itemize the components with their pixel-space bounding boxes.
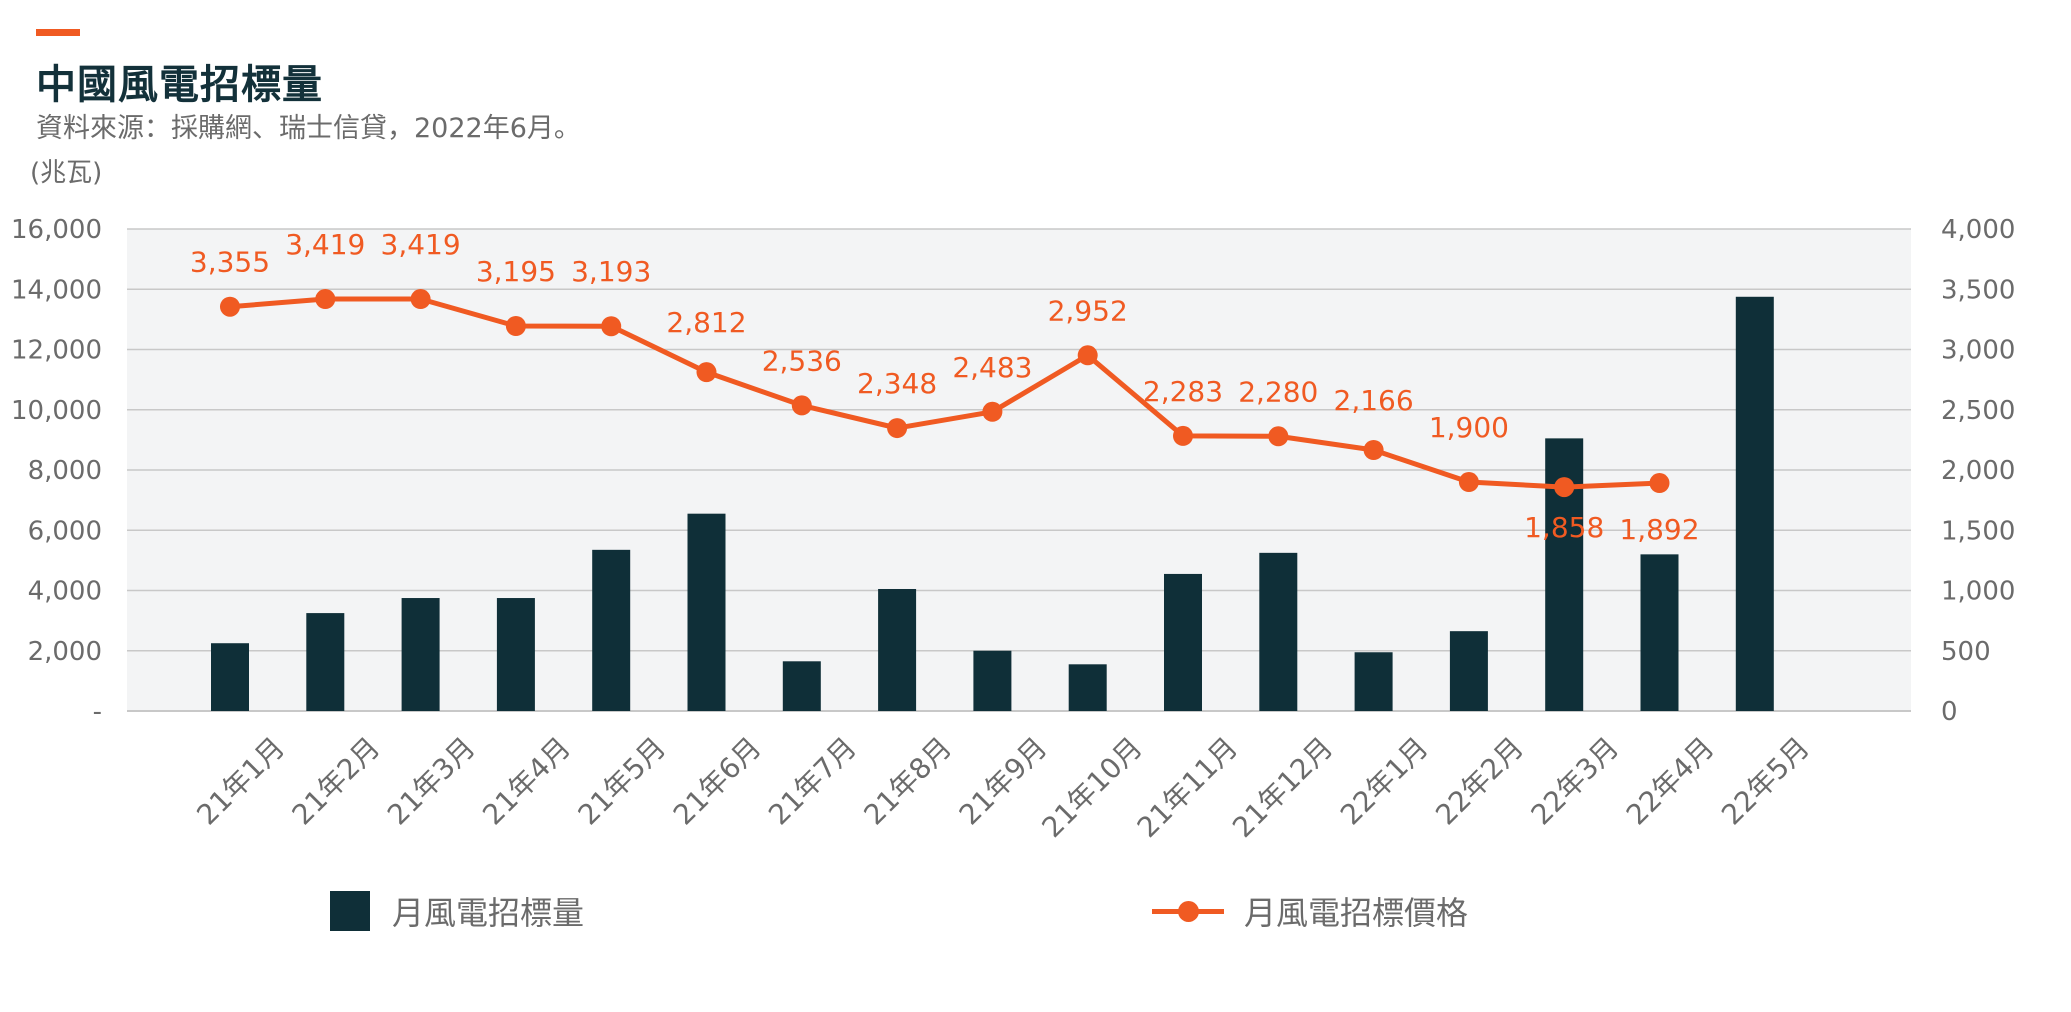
price-point (1077, 345, 1098, 366)
price-point (696, 362, 717, 383)
price-point (1458, 472, 1479, 493)
bar (782, 661, 821, 711)
left-axis-tick-label: - (93, 697, 102, 727)
price-point (791, 395, 812, 416)
bar (1164, 573, 1202, 711)
right-axis-tick-label: 2,000 (1941, 456, 2015, 486)
left-axis-tick-label: 8,000 (28, 456, 102, 486)
price-data-label: 2,812 (666, 306, 746, 339)
price-point (410, 289, 431, 310)
x-axis-tick-label: 22年5月 (1715, 731, 1816, 832)
bar (1068, 664, 1107, 711)
price-data-label: 3,419 (381, 228, 461, 261)
price-data-label: 2,283 (1143, 375, 1223, 408)
left-axis-tick-label: 14,000 (11, 275, 102, 305)
bar (1735, 296, 1774, 711)
bar (1354, 652, 1393, 711)
price-point (315, 289, 336, 310)
bar (496, 598, 535, 711)
right-axis-tick-label: 0 (1941, 697, 1958, 727)
x-axis-tick-label: 22年3月 (1525, 731, 1626, 832)
legend-line-swatch (1152, 891, 1224, 931)
right-axis-tick-label: 3,500 (1941, 275, 2015, 305)
right-axis-tick-label: 500 (1941, 637, 1991, 667)
price-point (982, 401, 1003, 422)
price-point (1268, 426, 1289, 447)
bar (306, 613, 345, 711)
bar (211, 643, 249, 711)
x-axis-tick-label: 21年9月 (953, 731, 1054, 832)
price-data-label: 1,900 (1429, 411, 1509, 444)
left-axis-tick-label: 6,000 (28, 516, 102, 546)
price-data-label: 2,280 (1238, 375, 1318, 408)
bar (401, 598, 440, 711)
price-data-label: 3,355 (190, 246, 270, 279)
x-axis-tick-label: 21年7月 (762, 731, 863, 832)
price-point (1363, 439, 1384, 460)
x-axis-tick-label: 21年5月 (572, 731, 673, 832)
bar (1640, 554, 1679, 711)
price-line (229, 296, 1660, 490)
legend-item-price: 月風電招標價格 (1152, 888, 1468, 934)
price-data-label: 3,195 (476, 255, 556, 288)
left-axis-tick-label: 10,000 (11, 396, 102, 426)
legend-label-volume: 月風電招標量 (392, 894, 585, 932)
price-data-label: 2,348 (857, 367, 937, 400)
x-axis-tick-label: 21年3月 (381, 731, 482, 832)
price-data-label: 2,952 (1048, 294, 1128, 327)
right-axis-tick-label: 2,500 (1941, 396, 2015, 426)
bar (687, 513, 726, 711)
right-axis-tick-label: 1,000 (1941, 577, 2015, 607)
bar (592, 549, 631, 711)
price-point (601, 316, 622, 337)
x-axis-tick-label: 21年6月 (667, 731, 768, 832)
legend-label-price: 月風電招標價格 (1244, 894, 1469, 932)
chart-title: 中國風電招標量 (36, 62, 323, 108)
price-point (887, 418, 908, 439)
price-data-label: 2,483 (952, 351, 1032, 384)
price-point (220, 296, 240, 317)
x-axis-tick-label: 21年11月 (1131, 731, 1244, 844)
price-point (1649, 473, 1670, 494)
right-axis-tick-label: 1,500 (1941, 516, 2015, 546)
price-data-label: 3,419 (285, 228, 365, 261)
left-axis-tick-label: 2,000 (28, 637, 102, 667)
price-point (1173, 425, 1193, 446)
x-axis-tick-label: 21年1月 (190, 731, 291, 832)
x-axis-tick-label: 22年1月 (1334, 731, 1435, 832)
price-point (1554, 477, 1575, 498)
x-axis-tick-label: 21年2月 (286, 731, 387, 832)
price-point (505, 316, 526, 337)
left-axis-tick-label: 4,000 (28, 577, 102, 607)
chart-source-note: 資料來源：採購網、瑞士信貸，2022年6月。 (36, 113, 581, 144)
x-axis-tick-label: 22年4月 (1620, 731, 1721, 832)
chart-canvas: - 2,000 4,000 6,000 8,000 10,000 12,000 14,000 1… (11, 215, 2015, 844)
price-data-label: 2,536 (762, 344, 842, 377)
bar (878, 588, 917, 711)
x-axis-tick-label: 22年2月 (1429, 731, 1530, 832)
title-accent-bar (36, 29, 80, 36)
right-axis-tick-label: 4,000 (1941, 215, 2015, 245)
right-axis-tick-label: 3,000 (1941, 336, 2015, 366)
x-axis-tick-label: 21年4月 (476, 731, 577, 832)
left-axis-unit: (兆瓦) (30, 158, 103, 188)
bar (1449, 631, 1488, 711)
legend-item-volume: 月風電招標量 (330, 888, 584, 934)
price-data-label: 2,166 (1334, 384, 1414, 417)
price-data-label: 1,858 (1524, 511, 1604, 544)
x-axis-tick-label: 21年12月 (1226, 731, 1339, 844)
x-axis-tick-label: 21年8月 (857, 731, 958, 832)
bar (973, 650, 1012, 711)
price-data-label: 1,892 (1619, 513, 1699, 546)
bar (1259, 552, 1298, 711)
price-data-label: 3,193 (571, 255, 651, 288)
left-axis-tick-label: 12,000 (11, 336, 102, 366)
legend-bar-swatch (330, 891, 370, 931)
left-axis-tick-label: 16,000 (11, 215, 102, 245)
x-axis-tick-label: 21年10月 (1035, 731, 1148, 844)
